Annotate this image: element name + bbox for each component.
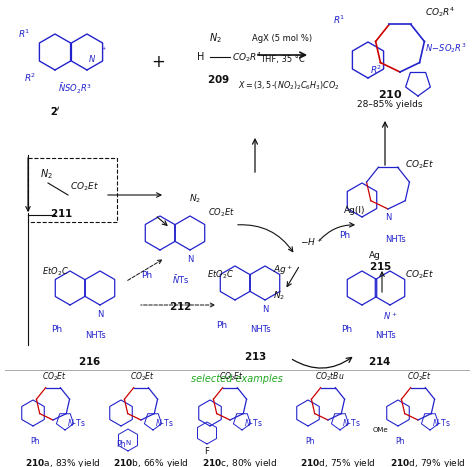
Text: Ph: Ph [116, 440, 126, 449]
Text: $\mathbf{210}$c, 80% yield: $\mathbf{210}$c, 80% yield [202, 457, 277, 467]
Text: $EtO_2C$: $EtO_2C$ [42, 266, 69, 278]
Text: $-H^+$: $-H^+$ [300, 236, 323, 248]
Text: $N^+$: $N^+$ [383, 310, 397, 322]
Text: $\mathbf{209}$: $\mathbf{209}$ [207, 73, 229, 85]
Text: $N$-Ts: $N$-Ts [67, 417, 86, 429]
Text: $CO_2Et$: $CO_2Et$ [405, 159, 434, 171]
Text: $CO_2Et$: $CO_2Et$ [43, 370, 67, 383]
Text: $N_2$: $N_2$ [273, 290, 285, 303]
Text: $N\!-\!SO_2R^3$: $N\!-\!SO_2R^3$ [425, 41, 466, 55]
Text: $N_2$: $N_2$ [40, 167, 53, 181]
Text: Ag(I): Ag(I) [344, 206, 366, 215]
Text: $Ag^+$: $Ag^+$ [273, 263, 293, 277]
Text: Ph: Ph [305, 437, 315, 446]
Text: $\mathbf{210}$a, 83% yield: $\mathbf{210}$a, 83% yield [25, 457, 100, 467]
Text: $CO_2R^4$: $CO_2R^4$ [425, 5, 455, 19]
Text: OMe: OMe [373, 427, 388, 433]
Text: F: F [205, 447, 210, 456]
Text: $N$-Ts: $N$-Ts [432, 417, 451, 429]
Text: $\mathbf{211}$: $\mathbf{211}$ [50, 207, 73, 219]
Text: N: N [187, 255, 193, 264]
Text: $R^2$: $R^2$ [370, 64, 383, 76]
Text: $N$-Ts: $N$-Ts [342, 417, 361, 429]
Text: $CO_2Et$: $CO_2Et$ [405, 269, 434, 281]
Text: $\bar{N}$Ts: $\bar{N}$Ts [172, 274, 189, 286]
Text: $CO_2R^4$: $CO_2R^4$ [232, 50, 262, 64]
Text: $N$-Ts: $N$-Ts [155, 417, 173, 429]
Text: $N$: $N$ [88, 52, 96, 64]
Text: $\mathbf{214}$: $\mathbf{214}$ [368, 355, 392, 367]
Text: $CO_2tBu$: $CO_2tBu$ [315, 370, 345, 383]
FancyBboxPatch shape [28, 158, 117, 222]
Text: NHTs: NHTs [85, 331, 106, 340]
Text: N: N [97, 310, 103, 319]
Text: $\bar{N}SO_2R^3$: $\bar{N}SO_2R^3$ [58, 82, 92, 96]
Text: $CO_2Et$: $CO_2Et$ [408, 370, 432, 383]
Text: $\mathbf{2'}$: $\mathbf{2'}$ [50, 105, 60, 117]
Text: $CO_2Et$: $CO_2Et$ [208, 207, 235, 219]
Text: $\mathbf{210}$b, 66% yield: $\mathbf{210}$b, 66% yield [113, 457, 189, 467]
Text: N: N [262, 305, 268, 314]
Text: $\mathbf{210}$: $\mathbf{210}$ [378, 88, 402, 100]
Text: $2'$: $2'$ [50, 106, 60, 119]
Text: $\mathbf{215}$: $\mathbf{215}$ [368, 260, 392, 272]
Text: Ph: Ph [341, 325, 352, 334]
Text: N: N [385, 213, 391, 222]
Text: NHTs: NHTs [250, 325, 271, 334]
Text: H: H [197, 52, 204, 62]
Text: $\mathbf{216}$: $\mathbf{216}$ [79, 355, 101, 367]
Text: $\mathbf{213}$: $\mathbf{213}$ [244, 350, 266, 362]
Text: Ph: Ph [216, 320, 227, 330]
Text: Ph: Ph [395, 437, 405, 446]
Text: $CO_2Et$: $CO_2Et$ [130, 370, 155, 383]
Text: 28–85% yields: 28–85% yields [357, 100, 423, 109]
Text: $\mathbf{210}$d, 79% yield: $\mathbf{210}$d, 79% yield [390, 457, 466, 467]
Text: THF, 35 °C: THF, 35 °C [260, 55, 304, 64]
Text: $N_2$: $N_2$ [209, 31, 221, 45]
Text: NHTs: NHTs [375, 331, 396, 340]
Text: $R^1$: $R^1$ [18, 28, 30, 40]
Text: $\mathbf{210}$d, 75% yield: $\mathbf{210}$d, 75% yield [300, 457, 376, 467]
Text: $^+$: $^+$ [100, 47, 107, 53]
Text: Ph: Ph [51, 325, 62, 334]
Text: $X = (3,5\text{-}(NO_2)_2C_6H_3)CO_2$: $X = (3,5\text{-}(NO_2)_2C_6H_3)CO_2$ [238, 80, 339, 92]
Text: Ag: Ag [369, 251, 381, 260]
Text: NHTs: NHTs [385, 235, 406, 245]
Text: selected examples: selected examples [191, 374, 283, 384]
Text: $R^2$: $R^2$ [24, 72, 36, 84]
Text: AgX (5 mol %): AgX (5 mol %) [252, 34, 312, 43]
Text: +: + [151, 53, 165, 71]
Text: Ph: Ph [141, 270, 152, 280]
Text: $N_2$: $N_2$ [189, 192, 201, 205]
Text: $CO_2Et$: $CO_2Et$ [219, 370, 245, 383]
Text: $N$-Ts: $N$-Ts [244, 417, 263, 429]
Text: Ph: Ph [30, 437, 40, 446]
Text: N: N [126, 440, 131, 446]
Text: $R^1$: $R^1$ [333, 14, 345, 26]
Text: $EtO_2C$: $EtO_2C$ [207, 269, 234, 281]
Text: $\mathbf{212}$: $\mathbf{212}$ [169, 300, 191, 312]
Text: Ph: Ph [339, 231, 350, 240]
Text: $CO_2Et$: $CO_2Et$ [70, 181, 99, 193]
